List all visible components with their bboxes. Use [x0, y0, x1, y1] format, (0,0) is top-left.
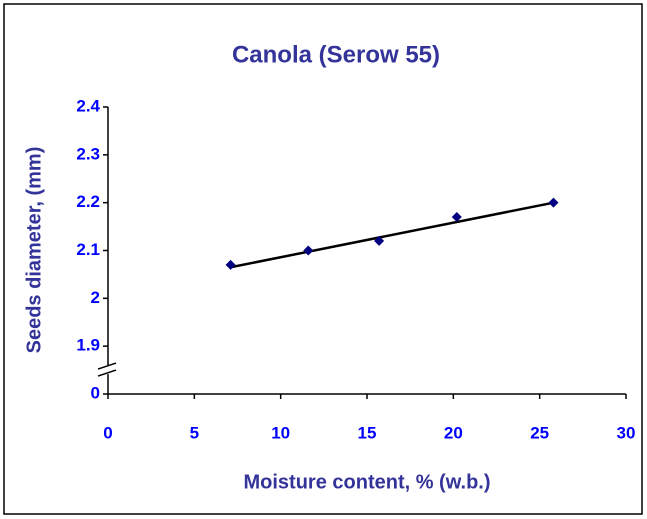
axis-break-mark	[97, 369, 117, 377]
axis-break-mark	[97, 362, 117, 370]
y-tick-label: 2.2	[76, 192, 100, 211]
x-tick-label: 10	[271, 423, 290, 442]
x-tick-label: 5	[190, 423, 199, 442]
y-tick-label: 2.1	[76, 240, 100, 259]
chart-title: Canola (Serow 55)	[232, 41, 440, 68]
x-tick-label: 30	[617, 423, 636, 442]
trendline	[230, 201, 554, 269]
x-tick-label: 15	[358, 423, 377, 442]
data-point	[303, 245, 314, 256]
data-point	[451, 212, 462, 223]
y-tick-label: 0	[91, 383, 100, 402]
y-tick-label: 2.4	[76, 96, 100, 115]
y-tick-label: 2	[91, 288, 100, 307]
x-tick-label: 20	[444, 423, 463, 442]
axis-break-gap	[98, 366, 118, 375]
x-tick-label: 25	[530, 423, 549, 442]
x-tick-label: 0	[103, 423, 112, 442]
data-point	[374, 235, 385, 246]
chart-border	[3, 3, 643, 515]
y-tick-label: 1.9	[76, 336, 100, 355]
x-axis-title: Moisture content, % (w.b.)	[243, 471, 490, 493]
y-axis-title: Seeds diameter, (mm)	[23, 147, 45, 354]
data-point	[225, 259, 236, 270]
data-point	[548, 197, 559, 208]
y-tick-label: 2.3	[76, 144, 100, 163]
